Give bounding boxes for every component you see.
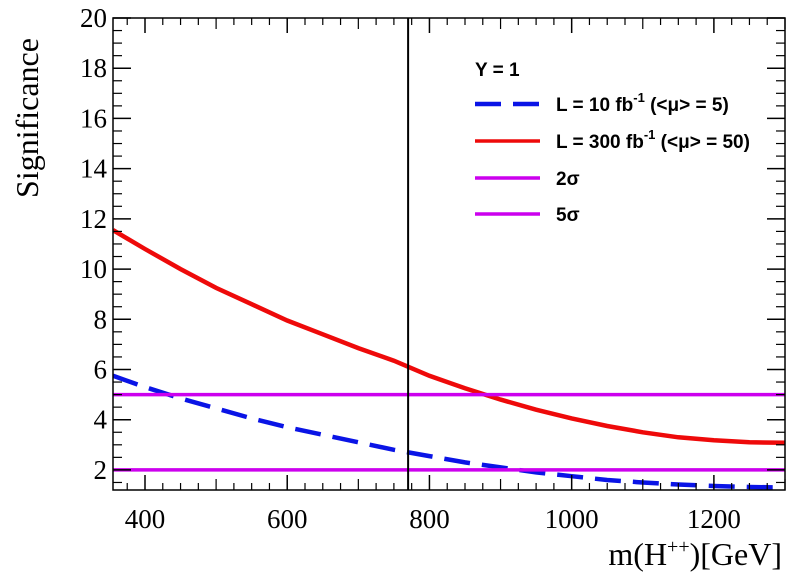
legend-label-0: L = 10 fb-1 (<μ> = 5) xyxy=(556,90,729,116)
legend-label-2: 2σ xyxy=(556,169,580,190)
legend: Y = 1 L = 10 fb-1 (<μ> = 5) L = 300 fb-1 (… xyxy=(475,60,750,226)
y-tick-label: 10 xyxy=(80,254,107,284)
x-axis-title: m(H++)[GeV] xyxy=(608,536,782,572)
x-tick-label: 800 xyxy=(409,504,450,534)
y-tick-label: 2 xyxy=(94,455,108,485)
legend-label-3: 5σ xyxy=(556,205,580,226)
x-tick-label: 400 xyxy=(125,504,166,534)
series-line-1 xyxy=(113,228,785,446)
y-tick-label: 20 xyxy=(80,3,107,33)
y-tick-label: 8 xyxy=(94,304,108,334)
plot-area xyxy=(113,18,785,490)
x-tick-label: 600 xyxy=(267,504,308,534)
axes: 2 4 6 8 10 12 14 16 18 20 400 600 800 1000 1200 xyxy=(80,3,786,534)
plot-frame xyxy=(112,17,786,491)
y-tick-label: 14 xyxy=(80,154,108,184)
y-axis-title: Significance xyxy=(9,38,45,198)
y-tick-label: 6 xyxy=(94,354,108,384)
y-tick-label: 4 xyxy=(94,405,108,435)
legend-label-1: L = 300 fb-1 (<μ> = 50) xyxy=(556,127,750,153)
y-tick-label: 16 xyxy=(80,103,107,133)
legend-header: Y = 1 xyxy=(475,60,520,81)
x-tick-label: 1200 xyxy=(687,504,741,534)
x-tick-label: 1000 xyxy=(545,504,599,534)
series-line-0 xyxy=(113,373,785,490)
y-tick-label: 12 xyxy=(80,204,107,234)
y-tick-label: 18 xyxy=(80,53,107,83)
